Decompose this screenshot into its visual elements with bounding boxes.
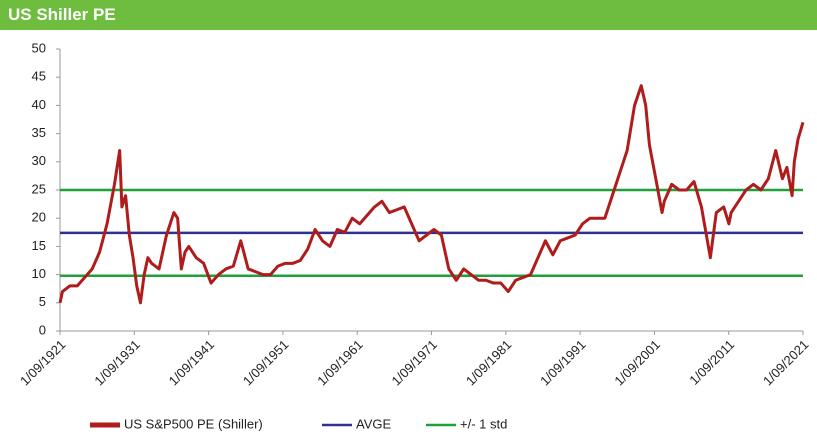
y-tick-label: 15	[32, 238, 46, 253]
x-tick-label: 1/09/1921	[17, 337, 69, 389]
y-tick-label: 25	[32, 181, 46, 196]
y-tick-label: 20	[32, 210, 46, 225]
y-tick-label: 50	[32, 40, 46, 55]
x-tick-label: 1/09/1951	[240, 337, 292, 389]
x-tick-label: 1/09/1941	[166, 337, 218, 389]
x-tick-label: 1/09/1961	[314, 337, 366, 389]
x-tick-label: 1/09/1991	[537, 337, 589, 389]
y-tick-label: 45	[32, 69, 46, 84]
x-tick-label: 1/09/2001	[611, 337, 663, 389]
legend-label: US S&P500 PE (Shiller)	[124, 416, 263, 431]
chart-title: US Shiller PE	[0, 0, 817, 30]
x-tick-label: 1/09/1981	[463, 337, 515, 389]
y-tick-label: 5	[39, 294, 46, 309]
y-tick-label: 30	[32, 153, 46, 168]
legend-label: +/- 1 std	[460, 416, 507, 431]
y-tick-label: 40	[32, 97, 46, 112]
y-tick-label: 0	[39, 322, 46, 337]
x-tick-label: 1/09/1971	[389, 337, 441, 389]
data-line	[58, 84, 805, 305]
y-tick-label: 10	[32, 266, 46, 281]
x-tick-label: 1/09/2021	[760, 337, 812, 389]
x-tick-label: 1/09/1931	[91, 337, 143, 389]
legend-label: AVGE	[356, 416, 391, 431]
y-tick-label: 35	[32, 125, 46, 140]
x-tick-label: 1/09/2011	[686, 337, 737, 388]
